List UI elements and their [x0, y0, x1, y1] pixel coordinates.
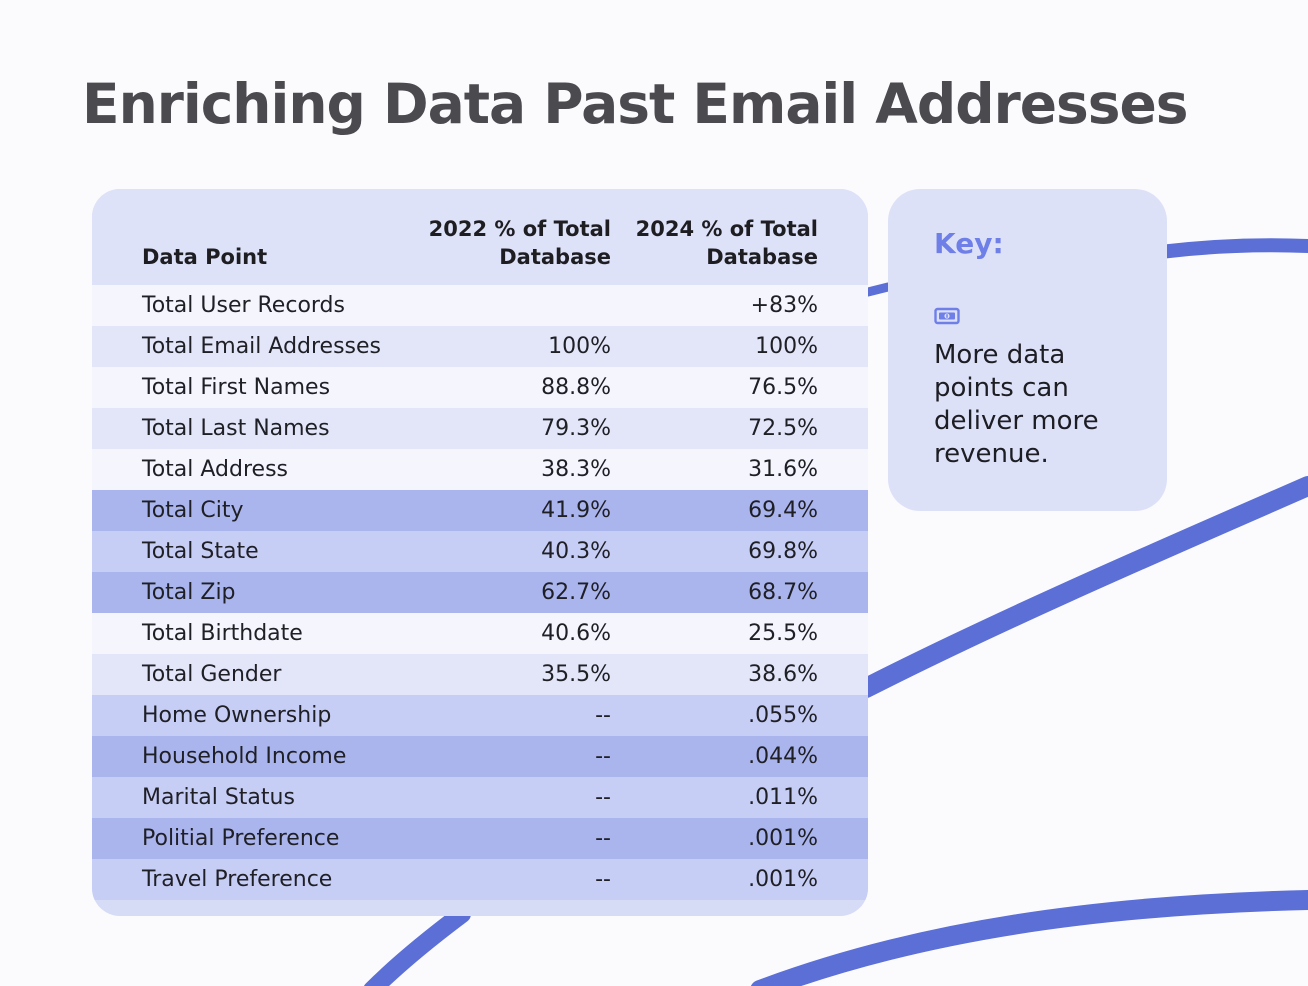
row-value-2024: 38.6%: [748, 662, 818, 687]
row-value-2022: 88.8%: [541, 375, 611, 400]
table-row: Marital Status -- .011%: [92, 777, 868, 818]
row-label: Total Last Names: [142, 416, 330, 441]
row-label: Total Address: [142, 457, 288, 482]
row-label: Total User Records: [142, 293, 345, 318]
table-header: Data Point 2022 % of Total Database 2024…: [92, 189, 868, 285]
table-row: Total First Names 88.8% 76.5%: [92, 367, 868, 408]
row-value-2024: +83%: [750, 293, 818, 318]
table-row: Household Income -- .044%: [92, 736, 868, 777]
row-value-2024: 100%: [755, 334, 818, 359]
row-value-2024: 68.7%: [748, 580, 818, 605]
row-value-2022: 41.9%: [541, 498, 611, 523]
row-value-2024: 72.5%: [748, 416, 818, 441]
header-data-point: Data Point: [142, 245, 268, 269]
header-2022-line1: 2022 % of Total: [428, 217, 611, 241]
row-value-2022: 35.5%: [541, 662, 611, 687]
header-2024-line2: Database: [706, 245, 818, 269]
row-value-2024: 76.5%: [748, 375, 818, 400]
table-row: Total User Records +83%: [92, 285, 868, 326]
row-value-2024: 31.6%: [748, 457, 818, 482]
page-title: Enriching Data Past Email Addresses: [82, 72, 1189, 136]
key-card: Key: More data points can deliver more r…: [888, 189, 1167, 511]
row-label: Total Gender: [142, 662, 282, 687]
row-label: Home Ownership: [142, 703, 332, 728]
row-value-2024: .044%: [748, 744, 818, 769]
row-value-2024: 69.4%: [748, 498, 818, 523]
row-label: Total Birthdate: [142, 621, 303, 646]
row-value-2024: .001%: [748, 826, 818, 851]
row-value-2024: .001%: [748, 867, 818, 892]
header-2024: 2024 % of Total Database: [636, 215, 818, 271]
row-value-2022: --: [595, 785, 611, 810]
row-value-2024: .055%: [748, 703, 818, 728]
row-label: Politial Preference: [142, 826, 340, 851]
key-description: More data points can deliver more revenu…: [934, 340, 1099, 469]
row-value-2024: 25.5%: [748, 621, 818, 646]
brush-stroke-left-stub: [863, 282, 893, 297]
row-value-2022: 100%: [548, 334, 611, 359]
row-value-2022: --: [595, 744, 611, 769]
row-value-2022: 62.7%: [541, 580, 611, 605]
header-2024-line1: 2024 % of Total: [635, 217, 818, 241]
table-row: Total Last Names 79.3% 72.5%: [92, 408, 868, 449]
brush-stroke-bottom-left: [363, 905, 471, 986]
row-label: Total City: [142, 498, 244, 523]
row-value-2022: 79.3%: [541, 416, 611, 441]
table-row: Total Zip 62.7% 68.7%: [92, 572, 868, 613]
table-row: Politial Preference -- .001%: [92, 818, 868, 859]
row-label: Total State: [142, 539, 259, 564]
key-title: Key:: [934, 227, 1004, 260]
brush-stroke-diagonal: [856, 476, 1308, 698]
table-row: Total City 41.9% 69.4%: [92, 490, 868, 531]
row-label: Household Income: [142, 744, 347, 769]
table-row: Travel Preference -- .001%: [92, 859, 868, 900]
row-value-2022: --: [595, 867, 611, 892]
table-row: Total State 40.3% 69.8%: [92, 531, 868, 572]
row-label: Total Zip: [142, 580, 236, 605]
row-label: Marital Status: [142, 785, 295, 810]
row-label: Travel Preference: [142, 867, 333, 892]
brush-stroke-bottom-curve: [750, 890, 1308, 986]
row-value-2024: 69.8%: [748, 539, 818, 564]
money-icon: [934, 307, 960, 325]
table-row: Total Gender 35.5% 38.6%: [92, 654, 868, 695]
row-label: Total First Names: [142, 375, 331, 400]
header-2022-line2: Database: [499, 245, 611, 269]
row-value-2022: --: [595, 826, 611, 851]
data-points-table: Data Point 2022 % of Total Database 2024…: [92, 189, 868, 916]
row-value-2022: --: [595, 703, 611, 728]
table-body: Total User Records +83% Total Email Addre…: [92, 285, 868, 900]
row-value-2024: .011%: [748, 785, 818, 810]
row-value-2022: 40.3%: [541, 539, 611, 564]
header-2022: 2022 % of Total Database: [429, 215, 611, 271]
table-row: Home Ownership -- .055%: [92, 695, 868, 736]
row-value-2022: 40.6%: [541, 621, 611, 646]
table-row: Total Birthdate 40.6% 25.5%: [92, 613, 868, 654]
table-row: Total Address 38.3% 31.6%: [92, 449, 868, 490]
row-label: Total Email Addresses: [142, 334, 382, 359]
table-row: Total Email Addresses 100% 100%: [92, 326, 868, 367]
row-value-2022: 38.3%: [541, 457, 611, 482]
brush-stroke-top-right: [1153, 238, 1308, 259]
